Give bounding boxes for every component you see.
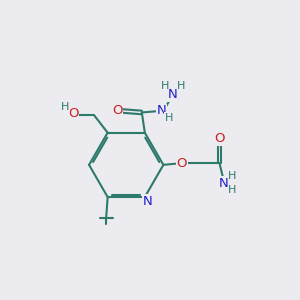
Text: H: H bbox=[177, 81, 185, 91]
Text: N: N bbox=[168, 88, 178, 101]
Text: H: H bbox=[61, 102, 69, 112]
Text: N: N bbox=[142, 195, 152, 208]
Text: H: H bbox=[228, 172, 236, 182]
Text: H: H bbox=[164, 112, 173, 122]
Text: O: O bbox=[112, 104, 122, 118]
Text: O: O bbox=[177, 157, 187, 170]
Text: H: H bbox=[228, 185, 236, 195]
Text: O: O bbox=[214, 132, 225, 145]
Text: O: O bbox=[68, 107, 79, 121]
Text: N: N bbox=[219, 177, 229, 190]
Text: H: H bbox=[160, 81, 169, 91]
Text: N: N bbox=[156, 104, 166, 118]
